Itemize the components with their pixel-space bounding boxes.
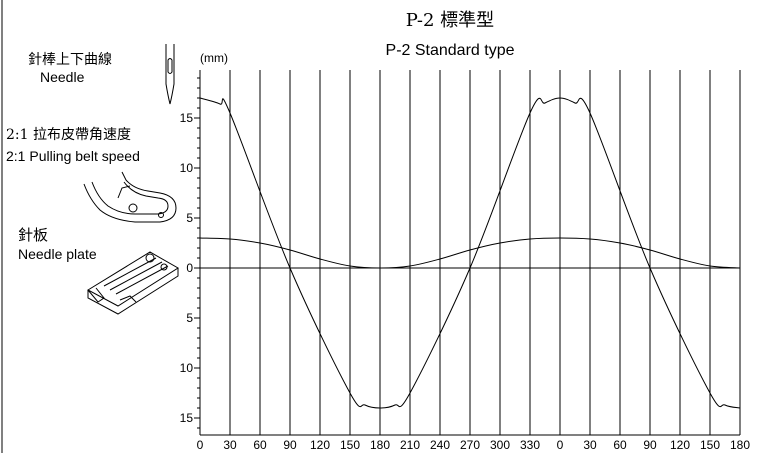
legend-plate-chinese: 針板: [18, 226, 48, 244]
legend-plate: Needle plate: [18, 246, 97, 262]
x-tick-label: 90: [643, 438, 657, 452]
x-tick-label: 0: [197, 438, 204, 452]
legend-belt-speed: 2:1 Pulling belt speed: [6, 148, 140, 164]
y-tick-label: 5: [186, 211, 193, 225]
series-lines: [199, 97, 741, 409]
y-tick-label: 5: [186, 311, 193, 325]
x-tick-label: 120: [310, 438, 330, 452]
needle-plate-icon: [86, 251, 179, 315]
x-tick-label: 30: [223, 438, 237, 452]
x-tick-label: 150: [700, 438, 720, 452]
x-tick-label: 120: [670, 438, 690, 452]
x-tick-label: 60: [613, 438, 627, 452]
unit-label: (mm): [200, 51, 228, 65]
x-tick-label: 0: [557, 438, 564, 452]
needle-curve: [199, 97, 741, 409]
legend-needle-chinese: 針棒上下曲線: [28, 52, 112, 68]
chart-title-chinese: P-2 標準型: [406, 10, 494, 31]
y-tick-label: 15: [180, 111, 194, 125]
x-tick-label: 180: [730, 438, 750, 452]
y-tick-labels: 15 10 5 0 5 10 15: [180, 111, 194, 425]
x-tick-label: 300: [490, 438, 510, 452]
x-tick-label: 330: [520, 438, 540, 452]
chart-title: P-2 Standard type: [386, 42, 515, 59]
needle-icon: [165, 44, 175, 105]
legend-needle: Needle: [40, 69, 85, 85]
x-tick-label: 30: [583, 438, 597, 452]
x-tick-label: 150: [340, 438, 360, 452]
x-tick-label: 60: [253, 438, 267, 452]
y-tick-label: 10: [180, 161, 194, 175]
vertical-gridlines: [229, 70, 741, 435]
y-tick-label: 0: [186, 261, 193, 275]
legend-belt-speed-chinese: 2:1 拉布皮帶角速度: [6, 127, 131, 143]
x-tick-label: 90: [283, 438, 297, 452]
y-tick-label: 15: [180, 411, 194, 425]
x-tick-label: 240: [430, 438, 450, 452]
x-tick-label: 180: [370, 438, 390, 452]
x-tick-labels: 0 30 60 90 120 150 180 210 240 270 300 330 0 30 60 90 12…: [197, 438, 751, 452]
x-tick-label: 210: [400, 438, 420, 452]
y-tick-label: 10: [180, 361, 194, 375]
pulling-belt-icon: [83, 171, 177, 223]
belt-speed-curve: [199, 237, 741, 269]
x-tick-label: 270: [460, 438, 480, 452]
